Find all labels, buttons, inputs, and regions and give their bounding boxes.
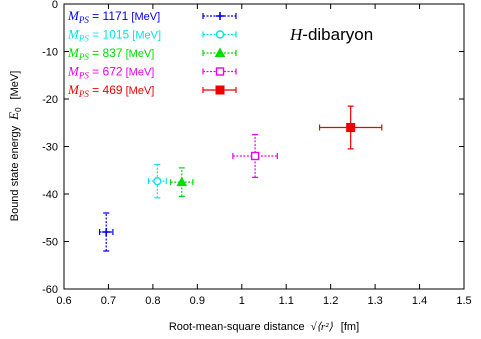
x-axis-title-math: √⟨r²⟩ [311, 321, 334, 333]
legend-subscript: PS [78, 71, 89, 81]
legend-equals: = [89, 46, 103, 60]
legend-cap [202, 13, 237, 19]
y-axis-title-text: Bound state energy [9, 125, 21, 221]
data-point-marker [102, 228, 111, 236]
series-point [170, 167, 194, 197]
x-tick-label: 1.4 [412, 295, 427, 307]
legend-value: 672 [103, 65, 123, 79]
legend-value: 1015 [103, 28, 130, 42]
legend-value: 469 [103, 83, 123, 97]
legend-unit: [MeV] [123, 85, 155, 97]
y-tick-label: 0 [52, 0, 58, 11]
x-tick-label: 0.8 [145, 295, 160, 307]
x-tick-label: 1.5 [456, 295, 471, 307]
error-bar-cap [147, 163, 167, 199]
y-tick-label: -50 [42, 237, 58, 249]
annotation-italic: H [289, 25, 304, 44]
y-tick-label: -10 [42, 47, 58, 59]
legend-label: MPS = 672 [MeV] [67, 64, 154, 81]
legend-label: MPS = 1015 [MeV] [67, 27, 161, 44]
legend-equals: = [89, 28, 103, 42]
legend-symbol: M [67, 82, 80, 97]
axis-ticks: 0.6 0.7 0.8 0.9 1 1.1 1.2 1.3 1.4 1.5 0 -10 -20 -30 -4… [42, 0, 472, 307]
legend-unit: [MeV] [123, 48, 155, 60]
legend-marker [215, 67, 225, 76]
y-tick-label: -30 [42, 142, 58, 154]
legend-label: MPS = 1171 [MeV] [67, 8, 160, 25]
error-bar-cap [232, 134, 278, 178]
series-point [98, 212, 114, 252]
legend-marker [215, 30, 225, 39]
x-tick-label: 0.9 [190, 295, 205, 307]
x-tick-label: 1.1 [279, 295, 294, 307]
legend-unit: [MeV] [128, 11, 160, 23]
series-point [318, 105, 383, 150]
y-axis-title-sub: 0 [14, 107, 23, 112]
legend-cap [202, 68, 237, 75]
x-tick-label: 1 [239, 295, 245, 307]
legend-marker [216, 12, 224, 20]
legend-symbol: M [67, 8, 80, 23]
legend-equals: = [89, 65, 103, 79]
data-point-marker [176, 176, 188, 187]
legend-symbol: M [67, 27, 80, 42]
legend-value: 1171 [103, 9, 129, 23]
x-tick-label: 1.2 [323, 295, 338, 307]
legend-cap [202, 31, 237, 38]
legend-symbol: M [67, 64, 80, 79]
legend-cap [202, 50, 237, 56]
x-axis-title-unit: [fm] [341, 321, 359, 333]
series-point [147, 163, 167, 199]
y-tick-label: -40 [42, 189, 58, 201]
error-bar-cap [318, 105, 383, 150]
error-bar-cap [170, 167, 194, 197]
legend-label: MPS = 837 [MeV] [67, 45, 154, 62]
legend-subscript: PS [78, 89, 89, 99]
legend-value: 837 [103, 46, 123, 60]
legend-symbol: M [67, 45, 80, 60]
y-axis-title-unit: [MeV] [9, 71, 21, 100]
legend-marker [215, 85, 225, 95]
y-tick-label: -60 [42, 284, 58, 296]
legend: MPS = 1171 [MeV]MPS = 1015 [MeV]MPS = 83… [67, 8, 237, 99]
legend-unit: [MeV] [129, 30, 161, 42]
legend-subscript: PS [78, 15, 89, 25]
data-point-marker [346, 123, 356, 132]
data-point-marker [153, 176, 162, 186]
annotation-rest: -dibaryon [302, 25, 373, 44]
legend-equals: = [89, 9, 103, 23]
x-axis-title-text: Root-mean-square distance [169, 321, 305, 333]
x-tick-label: 1.3 [367, 295, 382, 307]
error-bar-cap [98, 212, 114, 252]
legend-equals: = [89, 83, 103, 97]
y-axis-title: Bound state energy E0 [MeV] [6, 71, 23, 222]
legend-cap [202, 87, 237, 93]
x-axis-title: Root-mean-square distance √⟨r²⟩ [fm] [169, 321, 359, 333]
y-axis-title-math: E [6, 112, 21, 121]
y-tick-label: -20 [42, 94, 58, 106]
x-tick-label: 0.7 [101, 295, 116, 307]
legend-marker [214, 47, 226, 57]
plot-frame [63, 3, 465, 290]
legend-label: MPS = 469 [MeV] [67, 82, 154, 99]
data-point-marker [250, 151, 260, 161]
x-tick-label: 0.6 [56, 295, 71, 307]
chart-annotation: H-dibaryon [289, 25, 373, 44]
legend-subscript: PS [78, 52, 89, 62]
legend-subscript: PS [78, 34, 89, 44]
legend-unit: [MeV] [123, 67, 155, 79]
data-points [98, 105, 383, 252]
series-point [232, 134, 278, 178]
